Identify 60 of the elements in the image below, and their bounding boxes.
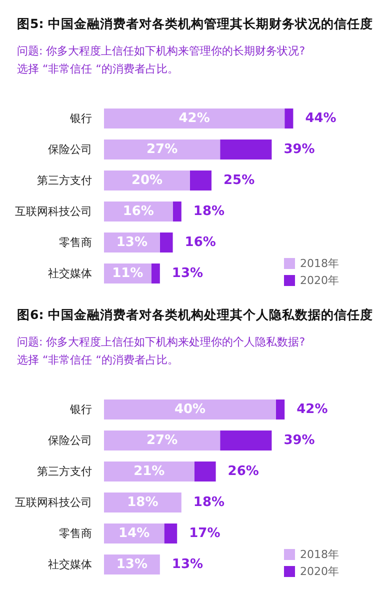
total-label: 18% [193, 204, 225, 219]
bar [194, 462, 216, 482]
bar [104, 108, 285, 128]
legend-label: 2018年 [300, 257, 340, 270]
legend-label: 2020年 [300, 565, 340, 578]
data-label: 27% [146, 433, 178, 448]
legend-label: 2018年 [300, 548, 340, 561]
chart-title: 图6: 中国金融消费者对各类机构处理其个人隐私数据的信任度 [17, 307, 374, 322]
y-tick-label: 互联网科技公司 [15, 496, 92, 509]
bar [190, 170, 212, 190]
chart-subtitle: 问题: 你多大程度上信任如下机构来管理你的长期财务状况? 选择 “非常信任 “的消费者占比。 [17, 44, 306, 76]
data-label: 14% [118, 526, 150, 541]
y-tick-label: 社交媒体 [48, 267, 92, 280]
bar [104, 140, 220, 160]
data-label: 21% [134, 464, 165, 479]
total-label: 44% [305, 111, 336, 126]
y-tick-label: 零售商 [59, 527, 92, 540]
bar [104, 430, 220, 450]
data-label: 16% [122, 204, 154, 219]
data-label: 13% [116, 235, 148, 250]
y-tick-label: 保险公司 [48, 143, 92, 156]
total-label: 42% [296, 402, 328, 417]
data-label: 42% [178, 111, 210, 126]
y-tick-label: 银行 [69, 112, 92, 125]
total-label: 16% [184, 235, 216, 250]
bar [151, 264, 160, 284]
chart-subtitle: 问题: 你多大程度上信任如下机构来处理你的个人隐私数据? 选择 “非常信任 “的消费者占比。 [17, 336, 306, 366]
data-label: 13% [116, 557, 148, 572]
chart-title: 图5: 中国金融消费者对各类机构管理其长期财务状况的信任度 [17, 16, 374, 31]
total-label: 17% [189, 526, 220, 541]
bar [104, 462, 194, 482]
data-label: 20% [131, 173, 163, 188]
legend-label: 2020年 [300, 274, 340, 287]
data-label: 40% [174, 402, 206, 417]
data-label: 11% [112, 266, 144, 281]
bar [276, 400, 285, 420]
y-tick-label: 第三方支付 [37, 174, 92, 187]
total-label: 13% [172, 266, 204, 281]
total-label: 25% [224, 173, 255, 188]
y-tick-label: 零售商 [59, 236, 92, 249]
bar [104, 170, 190, 190]
bar [284, 108, 294, 128]
y-tick-label: 社交媒体 [48, 558, 92, 571]
bar [172, 202, 182, 222]
total-label: 26% [228, 464, 259, 479]
data-label: 27% [146, 142, 178, 157]
total-label: 13% [172, 557, 204, 572]
bar [160, 232, 173, 252]
bar [104, 400, 276, 420]
y-tick-label: 第三方支付 [37, 465, 92, 478]
bar [164, 524, 178, 544]
data-label: 18% [127, 495, 158, 510]
y-tick-label: 保险公司 [48, 434, 92, 447]
bar [220, 430, 272, 450]
y-tick-label: 互联网科技公司 [15, 205, 92, 218]
bar [220, 140, 272, 160]
total-label: 39% [284, 433, 315, 448]
y-tick-label: 银行 [69, 403, 92, 416]
total-label: 18% [193, 495, 225, 510]
total-label: 39% [284, 142, 315, 157]
